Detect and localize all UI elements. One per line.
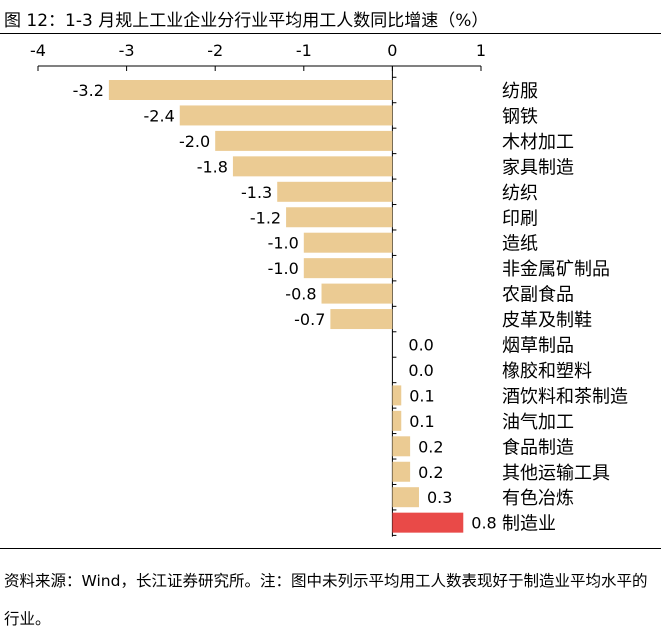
category-label: 非金属矿制品 xyxy=(502,259,610,280)
category-label: 家具制造 xyxy=(502,157,574,178)
category-label: 木材加工 xyxy=(502,132,574,153)
data-label: 0.0 xyxy=(408,361,433,380)
data-label: 0.0 xyxy=(408,336,433,355)
bar xyxy=(392,385,402,406)
data-label: 0.8 xyxy=(471,514,496,533)
category-label: 制造业 xyxy=(502,514,556,535)
bar-chart: -4 -3 -2 -1 0 1 -3.2-2.4-2.0-1.8-1.3-1.2-1.0-… xyxy=(30,41,628,537)
bar xyxy=(277,181,393,202)
data-label: 0.1 xyxy=(409,412,434,431)
data-label: 0.1 xyxy=(409,386,434,405)
category-label: 食品制造 xyxy=(502,437,574,458)
bar xyxy=(392,512,464,533)
data-label: 0.2 xyxy=(418,437,443,456)
bar xyxy=(303,258,393,279)
data-label: -1.8 xyxy=(197,157,228,176)
bar-series xyxy=(108,80,464,533)
category-label: 造纸 xyxy=(502,234,538,255)
data-label: 0.3 xyxy=(427,488,452,507)
category-label: 其他运输工具 xyxy=(502,463,610,484)
data-label: -3.2 xyxy=(73,81,104,100)
category-label: 纺织 xyxy=(502,183,538,204)
x-tick-label: 1 xyxy=(476,41,486,60)
bar xyxy=(392,487,419,508)
x-tick-label: -2 xyxy=(207,41,223,60)
data-label: -0.7 xyxy=(294,310,325,329)
category-label: 橡胶和塑料 xyxy=(502,361,592,382)
bar xyxy=(392,410,402,431)
bar xyxy=(330,309,393,330)
category-label: 有色冶炼 xyxy=(502,488,574,509)
bar xyxy=(108,80,393,100)
bar xyxy=(303,232,393,253)
category-label: 农副食品 xyxy=(502,285,574,306)
category-label: 烟草制品 xyxy=(502,336,574,357)
data-label: -2.4 xyxy=(144,106,175,125)
category-label: 钢铁 xyxy=(502,106,538,127)
x-tick-label: -3 xyxy=(119,41,135,60)
data-label: -0.8 xyxy=(285,285,316,304)
bar xyxy=(321,283,393,304)
category-label: 纺服 xyxy=(502,81,538,102)
bar xyxy=(392,436,411,457)
category-label: 印刷 xyxy=(502,208,538,229)
bar xyxy=(215,130,393,151)
category-labels: 纺服钢铁木材加工家具制造纺织印刷造纸非金属矿制品农副食品皮革及制鞋烟草制品橡胶和… xyxy=(502,81,628,535)
data-label: -1.3 xyxy=(241,183,272,202)
x-tick-label: -1 xyxy=(296,41,312,60)
footer-divider xyxy=(0,548,661,549)
x-tick-label: 0 xyxy=(387,41,397,60)
category-label: 皮革及制鞋 xyxy=(502,310,592,331)
title-divider xyxy=(0,33,661,34)
bar xyxy=(286,207,393,228)
data-label: -2.0 xyxy=(179,132,210,151)
data-label: -1.2 xyxy=(250,208,281,227)
category-label: 油气加工 xyxy=(502,412,574,433)
data-label: -1.0 xyxy=(268,259,299,278)
bar xyxy=(392,461,411,482)
category-label: 酒饮料和茶制造 xyxy=(502,386,628,407)
chart-title: 图 12：1-3 月规上工业企业分行业平均用工人数同比增速（%） xyxy=(4,11,489,31)
value-labels: -3.2 -2.4-2.0 -1.8 -1.3 -1.2 -1.0 -1.0 -0.8 -0.7… xyxy=(73,81,497,533)
source-note: 资料来源：Wind，长江证券研究所。注：图中未列示平均用工人数表现好于制造业平均… xyxy=(4,572,648,628)
data-label: 0.2 xyxy=(418,463,443,482)
x-tick-label: -4 xyxy=(30,41,46,60)
data-label: -1.0 xyxy=(268,234,299,253)
bar xyxy=(232,156,393,177)
bar xyxy=(179,105,393,126)
